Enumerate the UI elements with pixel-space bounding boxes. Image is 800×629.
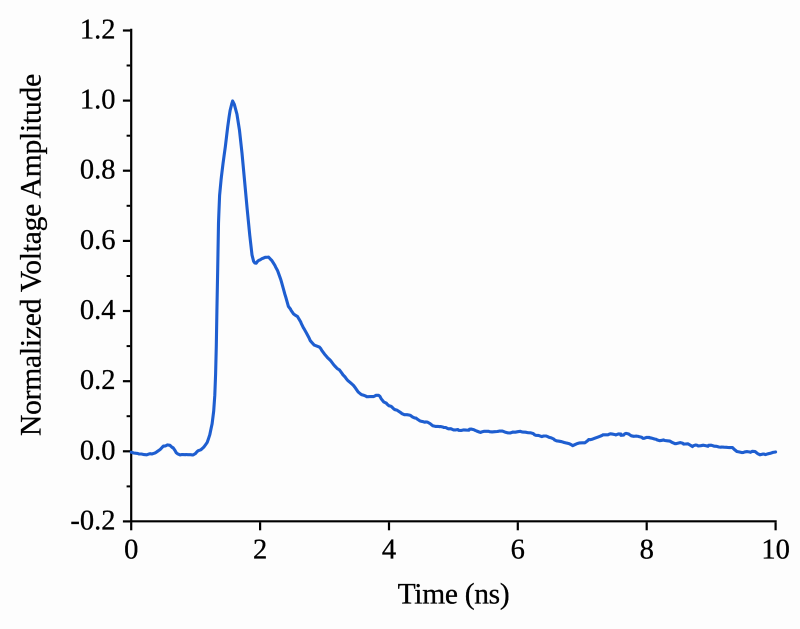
svg-text:10: 10 <box>761 535 790 566</box>
svg-text:0.0: 0.0 <box>80 435 116 466</box>
svg-text:0.4: 0.4 <box>80 295 116 326</box>
svg-text:2: 2 <box>253 535 267 566</box>
svg-text:Time (ns): Time (ns) <box>398 579 510 611</box>
svg-text:8: 8 <box>640 535 654 566</box>
svg-text:4: 4 <box>382 535 396 566</box>
svg-text:6: 6 <box>511 535 525 566</box>
svg-text:0.2: 0.2 <box>80 365 116 396</box>
svg-text:0.8: 0.8 <box>80 155 116 186</box>
svg-text:Normalized Voltage Amplitude: Normalized Voltage Amplitude <box>16 74 48 436</box>
svg-text:0.6: 0.6 <box>80 225 116 256</box>
svg-text:1.0: 1.0 <box>80 85 116 116</box>
svg-text:1.2: 1.2 <box>80 15 116 46</box>
svg-text:-0.2: -0.2 <box>70 505 115 536</box>
svg-text:0: 0 <box>124 535 138 566</box>
